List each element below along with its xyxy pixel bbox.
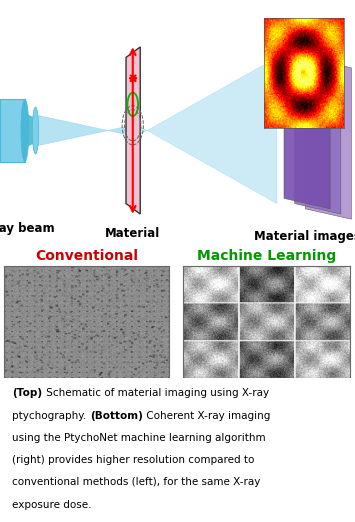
Text: ptychography.: ptychography. (12, 411, 90, 421)
Text: exposure dose.: exposure dose. (12, 500, 92, 510)
Text: using the PtychoNet machine learning algorithm: using the PtychoNet machine learning alg… (12, 433, 266, 443)
Polygon shape (36, 115, 126, 146)
Text: Schematic of material imaging using X-ray: Schematic of material imaging using X-ra… (43, 388, 269, 398)
Polygon shape (0, 99, 25, 162)
Text: Machine Learning: Machine Learning (197, 248, 336, 263)
Text: Coherent X-ray imaging: Coherent X-ray imaging (143, 411, 270, 421)
Text: (Bottom): (Bottom) (90, 411, 143, 421)
Text: Material images: Material images (253, 230, 355, 243)
Text: Material: Material (105, 227, 160, 240)
Polygon shape (126, 47, 140, 214)
Polygon shape (305, 57, 351, 219)
Text: (Top): (Top) (12, 388, 43, 398)
Polygon shape (295, 52, 341, 214)
Polygon shape (25, 114, 36, 148)
Ellipse shape (32, 107, 39, 154)
Ellipse shape (0, 99, 3, 162)
Text: X-ray beam: X-ray beam (0, 222, 55, 235)
Polygon shape (284, 47, 330, 209)
Text: conventional methods (left), for the same X-ray: conventional methods (left), for the sam… (12, 478, 261, 488)
Ellipse shape (21, 99, 29, 162)
Text: (right) provides higher resolution compared to: (right) provides higher resolution compa… (12, 455, 255, 465)
Polygon shape (140, 57, 277, 204)
Text: Conventional: Conventional (36, 248, 138, 263)
